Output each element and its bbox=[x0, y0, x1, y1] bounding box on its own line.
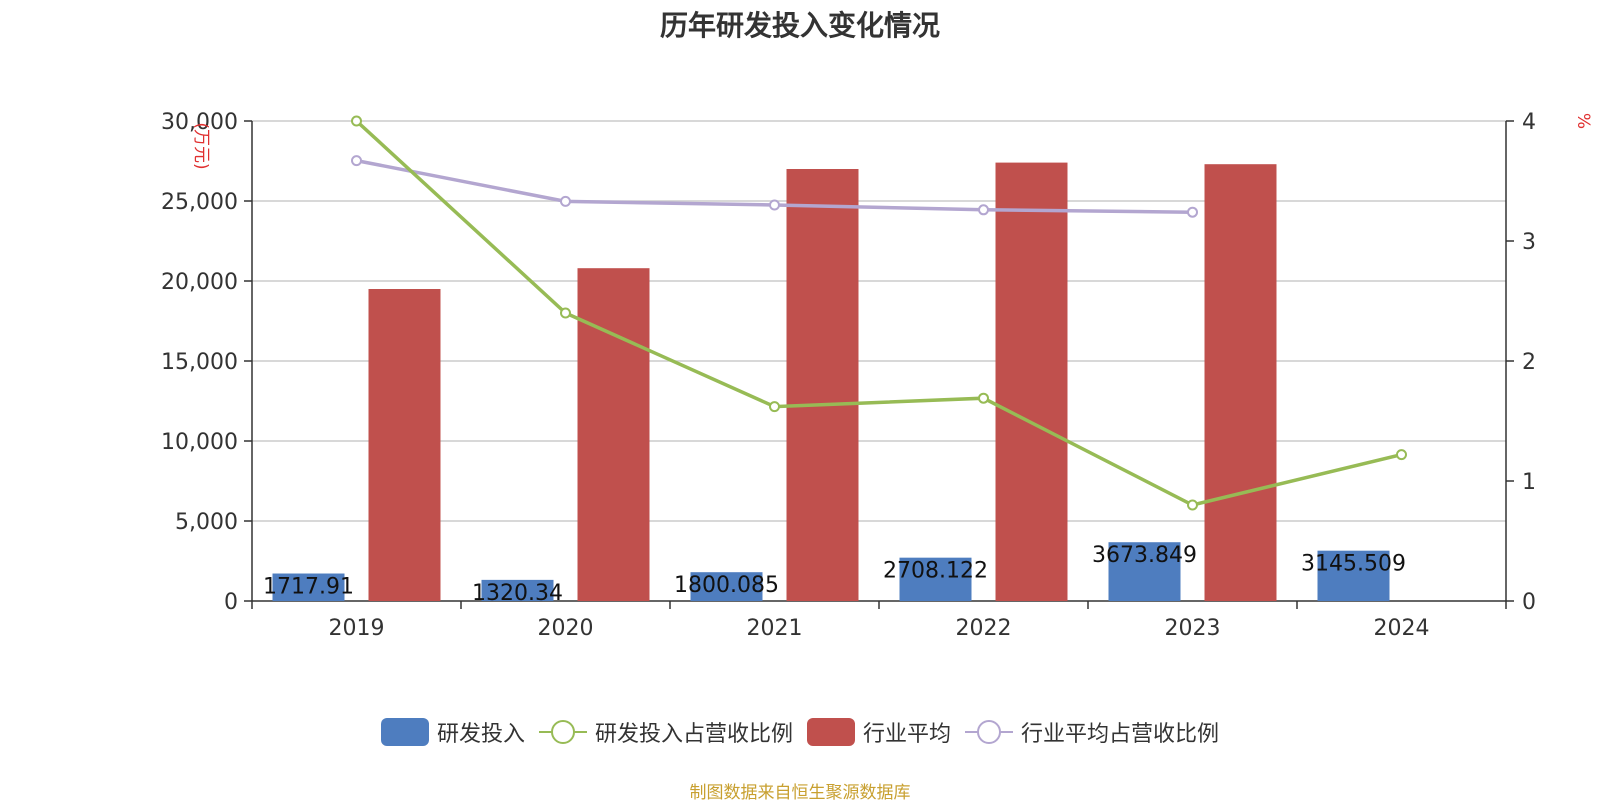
bar-industry bbox=[1204, 164, 1277, 601]
data-label-rd: 3145.509 bbox=[1301, 552, 1406, 577]
y-left-unit-label: (万元) bbox=[191, 122, 211, 169]
legend-label: 行业平均占营收比例 bbox=[1021, 722, 1220, 747]
bar-rd bbox=[1317, 550, 1390, 601]
point-industry-ratio bbox=[1187, 206, 1198, 218]
y-left-tick-label: 25,000 bbox=[161, 190, 238, 215]
legend: 研发投入 研发投入占营收比例 行业平均 行业平均占营收比例 bbox=[0, 716, 1600, 748]
x-tick-label: 2019 bbox=[329, 616, 385, 641]
legend-swatch-line bbox=[965, 718, 1014, 746]
source-note: 制图数据来自恒生聚源数据库 bbox=[689, 783, 911, 803]
data-label-rd: 3673.849 bbox=[1092, 543, 1197, 568]
x-tick-label: 2024 bbox=[1374, 616, 1430, 641]
bar-rd bbox=[481, 579, 554, 601]
point-rd-ratio bbox=[1396, 449, 1407, 461]
point-industry-ratio bbox=[769, 199, 780, 211]
y-left-tick-label: 5,000 bbox=[175, 510, 238, 535]
y-left-tick-label: 30,000 bbox=[161, 110, 238, 135]
y-right-tick-label: 0 bbox=[1522, 590, 1536, 615]
data-label-rd: 1800.085 bbox=[674, 573, 779, 598]
bar-industry bbox=[786, 169, 859, 601]
bar-industry bbox=[368, 289, 441, 601]
legend-label: 研发投入占营收比例 bbox=[594, 722, 793, 747]
y-right-tick-label: 2 bbox=[1522, 350, 1536, 375]
bar-rd bbox=[690, 572, 763, 601]
x-tick-label: 2022 bbox=[956, 616, 1012, 641]
y-right-tick-label: 1 bbox=[1522, 470, 1536, 495]
legend-item[interactable]: 行业平均 bbox=[807, 716, 951, 748]
y-left-tick-label: 10,000 bbox=[161, 430, 238, 455]
y-left-tick-label: 20,000 bbox=[161, 270, 238, 295]
legend-item[interactable]: 行业平均占营收比例 bbox=[965, 716, 1219, 748]
point-rd-ratio bbox=[1187, 499, 1198, 511]
y-right-tick-label: 3 bbox=[1522, 230, 1536, 255]
point-industry-ratio bbox=[560, 195, 571, 207]
y-left-tick-label: 15,000 bbox=[161, 350, 238, 375]
legend-item[interactable]: 研发投入 bbox=[380, 716, 525, 748]
bar-rd bbox=[272, 573, 345, 601]
data-label-rd: 2708.122 bbox=[883, 559, 988, 584]
point-rd-ratio bbox=[351, 115, 362, 127]
bar-rd bbox=[1108, 542, 1181, 601]
legend-swatch-bar bbox=[807, 718, 855, 746]
point-rd-ratio bbox=[560, 307, 571, 319]
legend-swatch-line bbox=[538, 718, 587, 746]
y-left-tick-label: 0 bbox=[224, 590, 238, 615]
point-industry-ratio bbox=[978, 204, 989, 216]
bar-rd bbox=[899, 557, 972, 601]
legend-label: 行业平均 bbox=[863, 722, 952, 747]
legend-item[interactable]: 研发投入占营收比例 bbox=[538, 716, 793, 748]
legend-label: 研发投入 bbox=[436, 722, 525, 747]
data-label-rd: 1320.34 bbox=[472, 581, 563, 606]
point-rd-ratio bbox=[769, 401, 780, 413]
y-right-tick-label: 4 bbox=[1522, 110, 1536, 135]
x-tick-label: 2023 bbox=[1165, 616, 1221, 641]
y-right-unit-label: % bbox=[1573, 113, 1593, 129]
point-industry-ratio bbox=[351, 155, 362, 167]
point-rd-ratio bbox=[978, 392, 989, 404]
bar-industry bbox=[577, 268, 650, 601]
series-line-rd-ratio bbox=[355, 119, 1402, 507]
legend-swatch-bar bbox=[380, 718, 429, 746]
x-tick-label: 2021 bbox=[747, 616, 803, 641]
x-tick-label: 2020 bbox=[538, 616, 594, 641]
bar-industry bbox=[995, 162, 1068, 601]
chart-title: 历年研发投入变化情况 bbox=[659, 9, 940, 42]
data-label-rd: 1717.91 bbox=[263, 575, 354, 600]
